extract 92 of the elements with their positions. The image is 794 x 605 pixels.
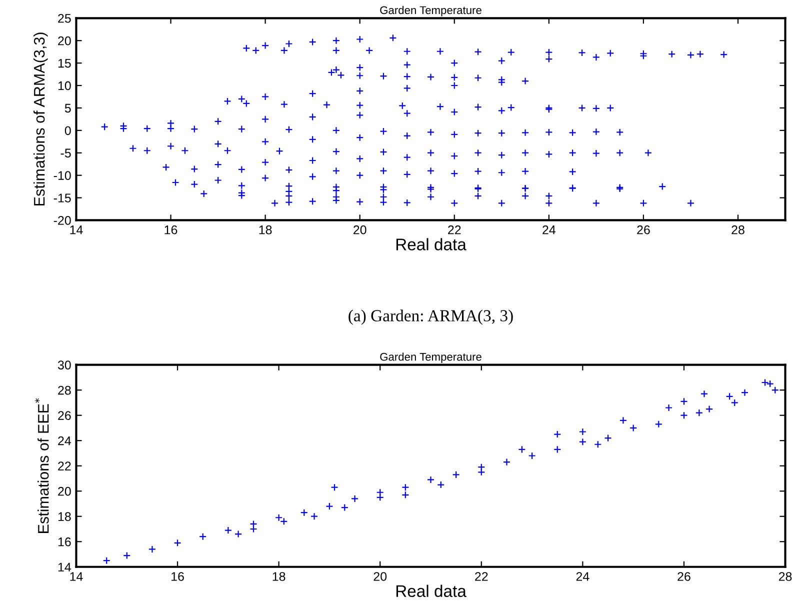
point <box>578 438 586 446</box>
point <box>174 539 182 547</box>
y-tick-label: 0 <box>64 126 71 136</box>
point <box>452 470 460 479</box>
point <box>726 392 734 400</box>
point <box>594 440 602 448</box>
point <box>554 446 562 454</box>
x-tick-label: 16 <box>164 225 178 234</box>
chart-title: Garden Temperature <box>380 6 482 16</box>
y-tick-label: 14 <box>58 562 71 572</box>
x-tick-label: 16 <box>172 572 184 581</box>
text: (a) Garden: ARMA(3, 3) <box>348 310 513 325</box>
y-tick-label: 26 <box>58 411 71 420</box>
x-axis-title: Real data <box>396 238 466 250</box>
y-tick-label: 25 <box>58 14 71 23</box>
point <box>310 512 318 520</box>
point <box>376 488 384 496</box>
point <box>300 508 308 516</box>
point <box>478 468 486 476</box>
y-tick-label: -5 <box>60 148 71 158</box>
point <box>695 408 703 417</box>
point <box>740 388 749 396</box>
point <box>528 452 536 460</box>
point <box>730 398 738 407</box>
x-tick-label: 28 <box>732 225 744 234</box>
point <box>619 416 628 424</box>
point <box>502 458 511 466</box>
y-tick-label: 16 <box>58 537 71 546</box>
point <box>250 525 258 533</box>
point <box>554 430 562 438</box>
y-tick-label: 30 <box>58 360 71 370</box>
chart-title: Garden Temperature <box>380 352 482 363</box>
y-tick-label: -10 <box>54 171 71 180</box>
point <box>700 390 708 398</box>
point <box>326 502 334 510</box>
x-axis-title: Real data <box>396 584 466 598</box>
x-tick-label: 28 <box>778 572 792 581</box>
point <box>402 491 410 499</box>
y-tick-label: -15 <box>54 194 71 202</box>
point <box>680 412 688 420</box>
point <box>604 434 612 442</box>
x-tick-label: 18 <box>259 225 272 234</box>
y-axis-title: Estimations of ARMA(3,3) <box>34 32 48 206</box>
point <box>376 494 384 502</box>
y-tick-label: 15 <box>58 58 71 68</box>
point <box>350 494 359 502</box>
y-tick-label: 20 <box>58 36 71 46</box>
y-tick-label: 20 <box>58 486 71 496</box>
x-tick-label: 26 <box>678 572 690 581</box>
point <box>437 480 445 489</box>
y-tick-label: 5 <box>64 104 71 113</box>
point <box>705 405 714 413</box>
x-tick-label: 24 <box>542 225 556 234</box>
y-tick-label: -20 <box>54 216 71 225</box>
x-tick-label: 20 <box>354 225 366 234</box>
point <box>402 484 410 492</box>
y-tick-label: 18 <box>58 512 71 522</box>
x-tick-label: 14 <box>70 572 83 581</box>
x-tick-label: 22 <box>448 225 461 234</box>
point <box>518 446 526 454</box>
y-tick-label: 10 <box>58 81 71 90</box>
point <box>664 404 673 412</box>
x-tick-label: 20 <box>374 572 387 581</box>
y-tick-label: 22 <box>58 462 71 470</box>
x-tick-label: 22 <box>475 572 488 581</box>
point <box>426 476 435 484</box>
point <box>148 545 156 554</box>
y-tick-label: 28 <box>58 386 71 395</box>
point <box>771 386 779 394</box>
y-axis-title: Estimations of EEE$^{*}$ <box>34 398 49 533</box>
y-tick-label: 24 <box>58 436 71 446</box>
point <box>274 514 283 522</box>
point <box>280 518 288 526</box>
point <box>654 420 662 428</box>
point <box>340 504 348 512</box>
point <box>578 428 586 436</box>
point <box>224 526 232 534</box>
point <box>630 424 638 432</box>
x-tick-label: 14 <box>70 226 83 234</box>
point <box>330 484 338 492</box>
x-tick-label: 24 <box>576 572 590 581</box>
point <box>199 532 207 540</box>
point <box>761 378 769 386</box>
point <box>680 398 688 406</box>
point <box>766 380 774 388</box>
point <box>478 463 486 471</box>
point <box>234 530 242 538</box>
x-tick-label: 26 <box>637 225 650 234</box>
x-tick-label: 18 <box>272 572 286 581</box>
point <box>123 552 131 560</box>
point <box>102 556 110 564</box>
point <box>250 520 258 528</box>
